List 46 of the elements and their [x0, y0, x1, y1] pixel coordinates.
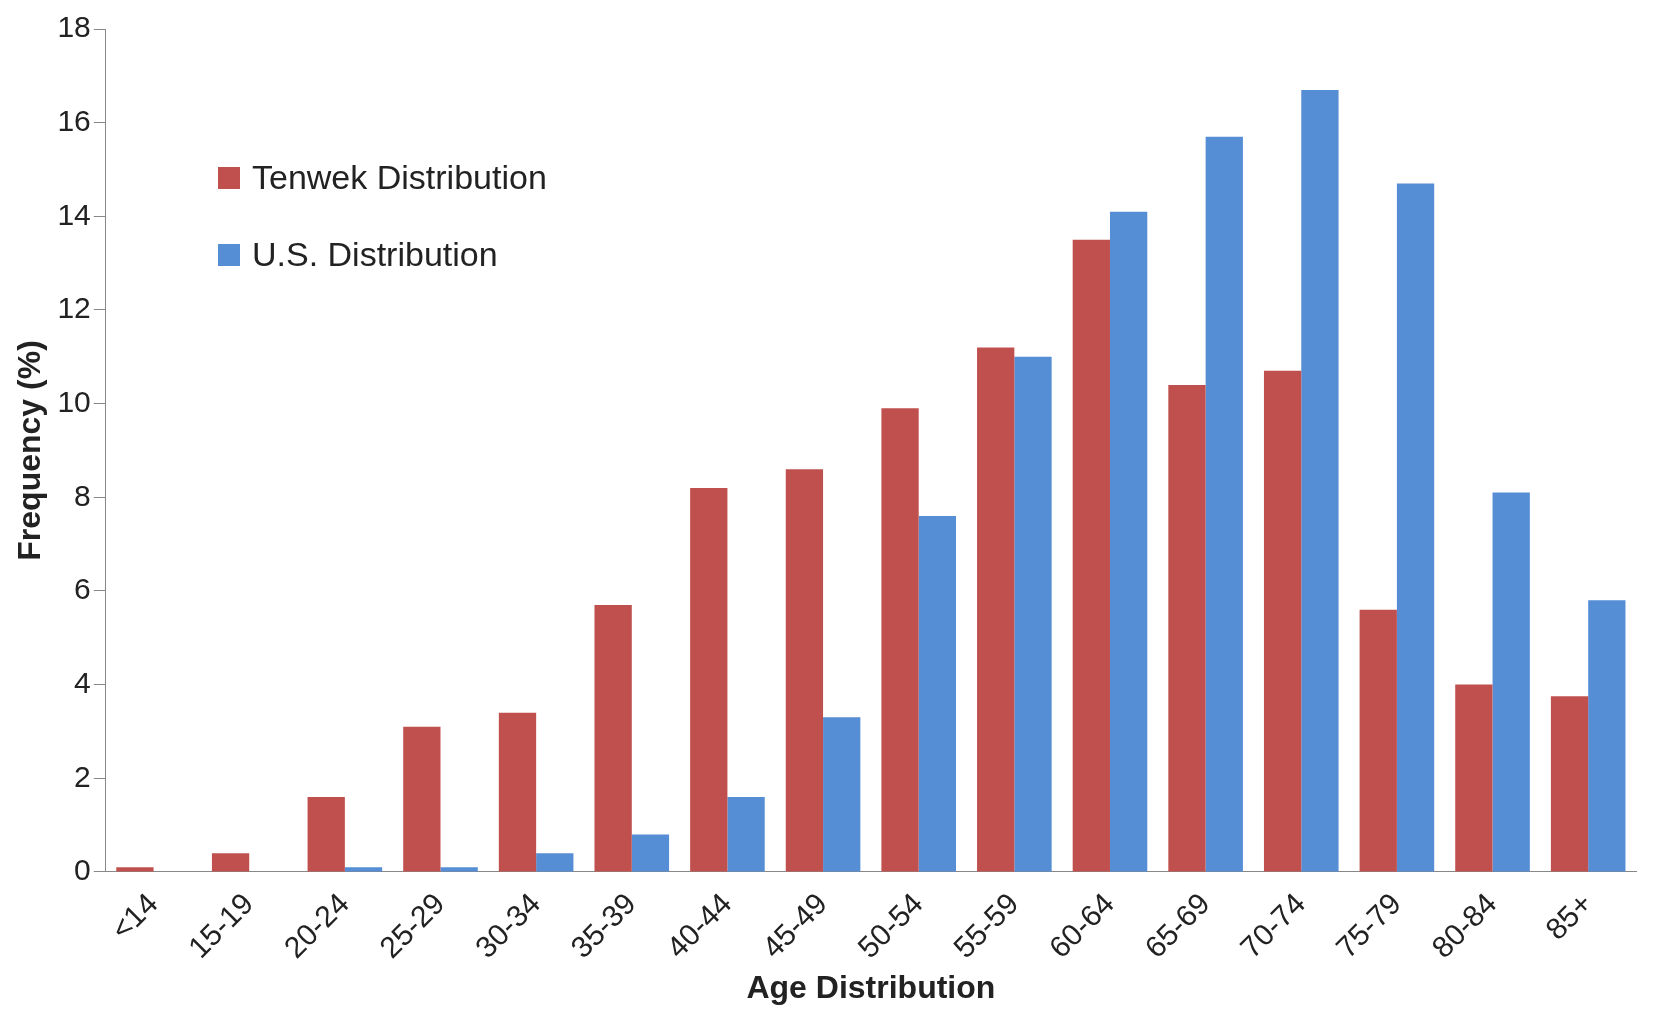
- bar: [1072, 239, 1110, 872]
- y-axis-title: Frequency (%): [11, 340, 48, 561]
- bar: [1455, 684, 1493, 872]
- bar: [1588, 600, 1626, 872]
- bar: [1492, 492, 1530, 872]
- y-tick-label: 10: [57, 384, 91, 418]
- y-tick-label: 12: [57, 291, 91, 325]
- bar: [1014, 356, 1052, 872]
- y-tick-label: 8: [74, 478, 91, 512]
- y-tick-label: 18: [57, 10, 91, 44]
- bar: [690, 487, 728, 872]
- bar: [440, 867, 478, 872]
- x-tick-label: 85+: [1538, 886, 1599, 946]
- bar: [1396, 183, 1435, 872]
- bar: [918, 516, 956, 872]
- bar: [1168, 384, 1206, 872]
- bar: [344, 867, 383, 872]
- bar: [727, 796, 765, 872]
- y-tick-label: 4: [74, 665, 91, 699]
- bar: [1359, 609, 1397, 872]
- legend-label: U.S. Distribution: [252, 235, 498, 274]
- bar: [1109, 211, 1148, 872]
- x-axis-title: Age Distribution: [746, 968, 996, 1005]
- bar: [594, 604, 632, 872]
- y-tick-label: 16: [57, 103, 91, 137]
- y-tick-label: 2: [74, 759, 91, 793]
- x-tick-label: <14: [104, 886, 164, 946]
- bar: [785, 469, 824, 872]
- legend-label: Tenwek Distribution: [252, 158, 547, 197]
- bar: [211, 853, 250, 872]
- bar: [403, 726, 441, 872]
- bar: [1550, 696, 1589, 872]
- bar: [1263, 370, 1302, 872]
- bar: [307, 796, 345, 872]
- bar: [1301, 89, 1339, 872]
- bar: [536, 853, 574, 872]
- bar: [498, 712, 537, 872]
- y-tick-label: 14: [57, 197, 91, 231]
- bar: [881, 408, 919, 872]
- bar: [631, 834, 670, 872]
- bar: [823, 717, 861, 872]
- bar: [977, 347, 1015, 872]
- bar: [116, 867, 154, 872]
- y-tick-label: 6: [74, 572, 91, 606]
- bar: [1205, 136, 1243, 872]
- y-tick-label: 0: [74, 853, 91, 887]
